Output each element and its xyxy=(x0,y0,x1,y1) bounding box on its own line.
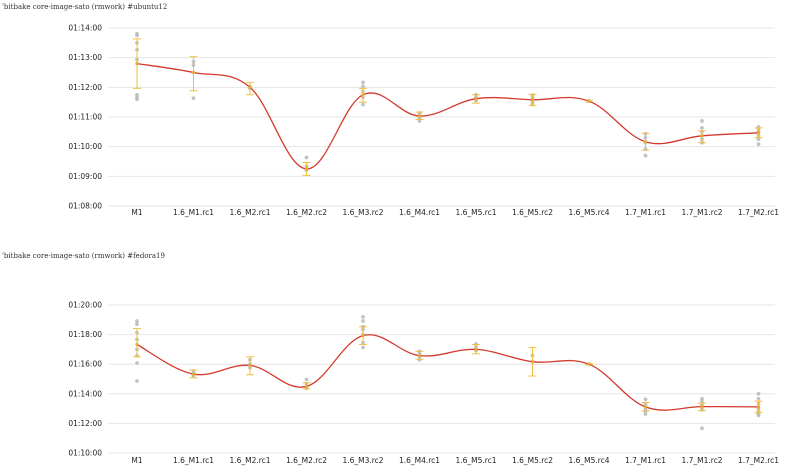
sample-point xyxy=(304,377,309,382)
mean-point[interactable] xyxy=(474,347,478,351)
mean-point[interactable] xyxy=(304,167,309,171)
mean-point[interactable] xyxy=(135,342,139,347)
x-tick-label: M1 xyxy=(131,456,142,465)
y-tick-label: 01:08:00 xyxy=(68,202,102,211)
sample-point xyxy=(191,96,196,101)
x-tick-label: 1.6_M4.rc1 xyxy=(399,456,440,465)
sample-point xyxy=(756,142,761,147)
x-tick-label: 1.7_M1.rc1 xyxy=(625,456,666,465)
x-tick-label: 1.7_M1.rc2 xyxy=(681,208,722,217)
mean-point[interactable] xyxy=(587,99,591,103)
mean-point[interactable] xyxy=(756,131,761,135)
mean-point[interactable] xyxy=(417,353,422,358)
mean-point[interactable] xyxy=(191,372,196,376)
mean-point[interactable] xyxy=(643,140,648,144)
mean-point[interactable] xyxy=(191,70,196,75)
y-tick-label: 01:20:00 xyxy=(68,301,102,310)
mean-point[interactable] xyxy=(700,134,704,138)
sample-point xyxy=(756,413,761,418)
x-tick-label: 1.7_M2.rc1 xyxy=(738,456,779,465)
sample-point xyxy=(135,361,139,365)
x-tick-label: 1.6_M5.rc2 xyxy=(512,456,553,465)
mean-point[interactable] xyxy=(474,97,478,101)
x-tick-label: 1.6_M4.rc1 xyxy=(399,208,440,217)
sample-point xyxy=(756,396,761,401)
y-tick-label: 01:16:00 xyxy=(68,360,102,369)
mean-point[interactable] xyxy=(248,85,252,89)
x-tick-label: M1 xyxy=(131,208,142,217)
x-tick-label: 1.6_M1.rc1 xyxy=(173,456,214,465)
x-tick-label: 1.6_M5.rc2 xyxy=(512,208,553,217)
mean-point[interactable] xyxy=(361,333,365,338)
series-line-fedora19 xyxy=(136,334,759,411)
mean-point[interactable] xyxy=(304,384,309,388)
sample-point xyxy=(700,125,704,130)
x-tick-label: 1.6_M5.rc1 xyxy=(455,456,496,465)
y-tick-label: 01:11:00 xyxy=(68,113,102,122)
y-tick-label: 01:13:00 xyxy=(68,53,102,62)
x-tick-label: 1.6_M1.rc1 xyxy=(173,208,214,217)
y-tick-label: 01:18:00 xyxy=(68,330,102,339)
x-tick-label: 1.7_M2.rc1 xyxy=(738,208,779,217)
x-tick-label: 1.6_M5.rc4 xyxy=(568,456,609,465)
sample-point xyxy=(700,426,704,431)
y-tick-label: 01:10:00 xyxy=(68,142,102,151)
x-tick-label: 1.6_M5.rc4 xyxy=(568,208,609,217)
x-tick-label: 1.6_M3.rc2 xyxy=(342,208,383,217)
y-tick-label: 01:12:00 xyxy=(68,419,102,428)
x-tick-label: 1.6_M2.rc2 xyxy=(286,456,327,465)
x-tick-label: 1.7_M1.rc2 xyxy=(681,456,722,465)
mean-point[interactable] xyxy=(530,360,535,364)
sample-point xyxy=(135,33,139,38)
sample-point xyxy=(361,345,365,350)
chart-title-fedora19: 'bitbake core-image-sato (rmwork) #fedor… xyxy=(2,252,165,260)
sample-point xyxy=(643,153,648,158)
chart-title-ubuntu12: 'bitbake core-image-sato (rmwork) #ubunt… xyxy=(2,3,168,11)
sample-point xyxy=(135,97,139,102)
sample-point xyxy=(361,84,365,89)
sample-point xyxy=(643,397,648,402)
mean-point[interactable] xyxy=(587,362,591,366)
mean-point[interactable] xyxy=(700,405,704,409)
mean-point[interactable] xyxy=(530,98,535,102)
mean-point[interactable] xyxy=(248,363,252,368)
sample-point xyxy=(361,319,365,323)
sample-point xyxy=(756,137,761,142)
mean-point[interactable] xyxy=(361,93,365,97)
x-tick-label: 1.6_M2.rc1 xyxy=(229,208,270,217)
sample-point xyxy=(304,155,309,160)
y-tick-label: 01:09:00 xyxy=(68,172,102,181)
mean-point[interactable] xyxy=(135,62,139,66)
sample-point xyxy=(135,379,139,383)
x-tick-label: 1.6_M2.rc1 xyxy=(229,456,270,465)
mean-point[interactable] xyxy=(417,114,422,118)
mean-point[interactable] xyxy=(756,405,761,409)
sample-point xyxy=(135,322,139,327)
sample-point xyxy=(417,119,422,123)
y-tick-label: 01:14:00 xyxy=(68,389,102,398)
sample-point xyxy=(756,391,761,396)
x-tick-label: 1.6_M5.rc1 xyxy=(455,208,496,217)
x-tick-label: 1.6_M2.rc2 xyxy=(286,208,327,217)
sample-point xyxy=(361,80,365,85)
y-tick-label: 01:10:00 xyxy=(68,449,102,458)
error-bar xyxy=(133,327,141,358)
sample-point xyxy=(361,314,365,319)
y-tick-label: 01:14:00 xyxy=(68,24,102,33)
sample-point xyxy=(361,102,365,107)
sample-point xyxy=(135,319,139,323)
y-tick-label: 01:12:00 xyxy=(68,83,102,92)
sample-point xyxy=(700,399,704,404)
mean-point[interactable] xyxy=(643,405,648,409)
x-tick-label: 1.6_M3.rc2 xyxy=(342,456,383,465)
sample-point xyxy=(700,396,704,401)
x-tick-label: 1.7_M1.rc1 xyxy=(625,208,666,217)
sample-point xyxy=(700,119,704,123)
sample-point xyxy=(643,412,648,416)
